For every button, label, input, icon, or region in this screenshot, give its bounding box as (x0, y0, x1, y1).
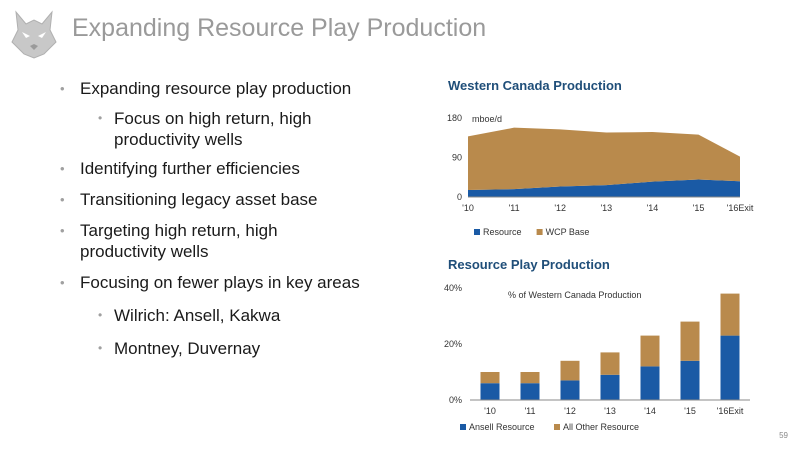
area-series-resource (468, 179, 740, 197)
chart1-title: Western Canada Production (448, 78, 622, 93)
legend-label: Ansell Resource (469, 422, 535, 432)
resource-play-production-chart: 0% 20% 40% % of Western Canada Production '1… (444, 283, 750, 432)
bar-ansell-resource (480, 383, 500, 400)
x-tick-label: '12 (554, 203, 566, 213)
western-canada-production-chart: 0 90 180 mboe/d '10 '11 '12 '13 '14 '15 '16Exit Res… (447, 113, 754, 237)
legend-label: WCP Base (546, 227, 590, 237)
y-axis-label: % of Western Canada Production (508, 290, 641, 300)
bullet-dot-icon: • (60, 192, 65, 207)
bullet-dot-icon: • (60, 275, 65, 290)
bar-all-other-resource (520, 372, 540, 384)
bar-all-other-resource (720, 293, 740, 336)
bar-all-other-resource (680, 321, 700, 361)
bullet-subitem: • Wilrich: Ansell, Kakwa (98, 306, 281, 325)
x-tick-label: '15 (684, 406, 696, 416)
bullet-dot-icon: • (60, 161, 65, 176)
y-tick-label: 40% (444, 283, 462, 293)
legend-label: All Other Resource (563, 422, 639, 432)
bullet-dot-icon: • (98, 341, 103, 355)
x-tick-label: '10 (462, 203, 474, 213)
x-tick-label: '10 (484, 406, 496, 416)
x-tick-label: '14 (647, 203, 659, 213)
legend-label: Resource (483, 227, 522, 237)
bullet-item: • Transitioning legacy asset base (60, 190, 318, 209)
legend-swatch (536, 229, 543, 235)
legend-swatch (474, 229, 480, 235)
bullet-item: • Targeting high return, high productivi… (60, 221, 278, 261)
page-number: 59 (779, 431, 788, 440)
bullet-dot-icon: • (98, 308, 103, 322)
y-tick-label: 20% (444, 339, 462, 349)
x-tick-label: '15 (693, 203, 705, 213)
x-tick-label: '12 (564, 406, 576, 416)
x-tick-label: '11 (524, 406, 535, 416)
bullet-dot-icon: • (60, 81, 65, 96)
slide-title: Expanding Resource Play Production (72, 14, 487, 42)
bar-all-other-resource (480, 372, 500, 384)
x-tick-label: '16Exit (717, 406, 744, 416)
bullet-dot-icon: • (60, 223, 65, 238)
legend-swatch (554, 424, 560, 430)
bullet-item: • Identifying further efficiencies (60, 159, 300, 178)
bar-ansell-resource (680, 360, 700, 400)
bar-ansell-resource (520, 383, 540, 400)
bullet-item: • Focusing on fewer plays in key areas (60, 273, 360, 292)
wolf-logo-icon (11, 10, 57, 59)
bullet-subitem: • Focus on high return, high productivit… (98, 109, 312, 149)
bar-all-other-resource (600, 352, 620, 375)
x-tick-label: '16Exit (727, 203, 754, 213)
y-tick-label: 0 (457, 192, 462, 202)
chart2-title: Resource Play Production (448, 257, 610, 272)
bar-ansell-resource (720, 335, 740, 400)
x-tick-label: '13 (600, 203, 612, 213)
y-tick-label: 180 (447, 113, 462, 123)
bullet-subitem: • Montney, Duvernay (98, 339, 261, 358)
y-tick-label: 0% (449, 395, 462, 405)
x-tick-label: '11 (509, 203, 520, 213)
y-axis-label: mboe/d (472, 114, 502, 124)
x-tick-label: '14 (644, 406, 656, 416)
legend-swatch (460, 424, 466, 430)
bar-ansell-resource (600, 374, 620, 400)
bullet-list: • Expanding resource play production • F… (60, 78, 420, 359)
y-tick-label: 90 (452, 153, 462, 163)
bar-ansell-resource (640, 366, 660, 400)
bar-ansell-resource (560, 380, 580, 400)
x-tick-label: '13 (604, 406, 616, 416)
bar-all-other-resource (560, 360, 580, 381)
bullet-dot-icon: • (98, 111, 103, 125)
area-series-wcp-base (468, 127, 740, 190)
bullet-item: • Expanding resource play production (60, 79, 352, 98)
bar-all-other-resource (640, 335, 660, 367)
